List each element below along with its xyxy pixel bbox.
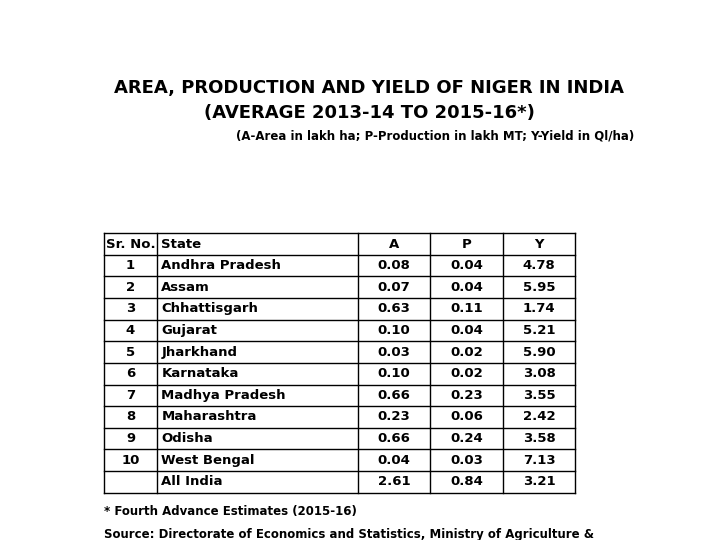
Text: 0.07: 0.07: [378, 281, 410, 294]
Text: West Bengal: West Bengal: [161, 454, 255, 467]
Text: AREA, PRODUCTION AND YIELD OF NIGER IN INDIA: AREA, PRODUCTION AND YIELD OF NIGER IN I…: [114, 79, 624, 97]
Text: State: State: [161, 238, 202, 251]
Text: 0.66: 0.66: [378, 432, 410, 445]
Text: 0.23: 0.23: [450, 389, 483, 402]
Text: Gujarat: Gujarat: [161, 324, 217, 337]
Text: Andhra Pradesh: Andhra Pradesh: [161, 259, 282, 272]
Text: * Fourth Advance Estimates (2015-16): * Fourth Advance Estimates (2015-16): [104, 505, 357, 518]
Text: 5.21: 5.21: [523, 324, 555, 337]
Text: 5.90: 5.90: [523, 346, 556, 359]
Text: 0.63: 0.63: [378, 302, 410, 315]
Text: Odisha: Odisha: [161, 432, 213, 445]
Text: 0.10: 0.10: [378, 367, 410, 380]
Text: 0.03: 0.03: [378, 346, 410, 359]
Text: 0.04: 0.04: [450, 324, 483, 337]
Text: 9: 9: [126, 432, 135, 445]
Text: Maharashtra: Maharashtra: [161, 410, 257, 423]
Text: 0.08: 0.08: [378, 259, 410, 272]
Text: (A-Area in lakh ha; P-Production in lakh MT; Y-Yield in Ql/ha): (A-Area in lakh ha; P-Production in lakh…: [235, 129, 634, 142]
Text: 0.03: 0.03: [450, 454, 483, 467]
Text: P: P: [462, 238, 472, 251]
Text: 0.24: 0.24: [450, 432, 483, 445]
Text: 3.08: 3.08: [523, 367, 556, 380]
Text: 0.11: 0.11: [450, 302, 483, 315]
Text: Sr. No.: Sr. No.: [106, 238, 156, 251]
Text: 0.02: 0.02: [450, 346, 483, 359]
Text: 0.66: 0.66: [378, 389, 410, 402]
Text: 10: 10: [121, 454, 140, 467]
Text: 0.23: 0.23: [378, 410, 410, 423]
Text: 3.21: 3.21: [523, 475, 556, 488]
Text: 4.78: 4.78: [523, 259, 556, 272]
Text: 0.10: 0.10: [378, 324, 410, 337]
Text: 4: 4: [126, 324, 135, 337]
Text: Karnataka: Karnataka: [161, 367, 239, 380]
Text: A: A: [389, 238, 399, 251]
Text: 2.42: 2.42: [523, 410, 556, 423]
Text: 0.04: 0.04: [378, 454, 410, 467]
Text: 0.04: 0.04: [450, 259, 483, 272]
Text: All India: All India: [161, 475, 223, 488]
Text: 0.06: 0.06: [450, 410, 483, 423]
Text: Y: Y: [534, 238, 544, 251]
Text: 3.55: 3.55: [523, 389, 556, 402]
Text: 1: 1: [126, 259, 135, 272]
Text: 6: 6: [126, 367, 135, 380]
Text: Jharkhand: Jharkhand: [161, 346, 238, 359]
Text: 3.58: 3.58: [523, 432, 556, 445]
Text: 5: 5: [126, 346, 135, 359]
Text: (AVERAGE 2013-14 TO 2015-16*): (AVERAGE 2013-14 TO 2015-16*): [204, 104, 534, 122]
Text: Source: Directorate of Economics and Statistics, Ministry of Agriculture &: Source: Directorate of Economics and Sta…: [104, 528, 594, 540]
Text: 7: 7: [126, 389, 135, 402]
Text: 0.04: 0.04: [450, 281, 483, 294]
Text: 3: 3: [126, 302, 135, 315]
Text: Chhattisgarh: Chhattisgarh: [161, 302, 258, 315]
Text: 0.02: 0.02: [450, 367, 483, 380]
Text: 8: 8: [126, 410, 135, 423]
Text: Madhya Pradesh: Madhya Pradesh: [161, 389, 286, 402]
Text: 1.74: 1.74: [523, 302, 556, 315]
Text: 7.13: 7.13: [523, 454, 556, 467]
Text: 5.95: 5.95: [523, 281, 555, 294]
Text: 0.84: 0.84: [450, 475, 483, 488]
Text: 2.61: 2.61: [378, 475, 410, 488]
Text: 2: 2: [126, 281, 135, 294]
Text: Assam: Assam: [161, 281, 210, 294]
